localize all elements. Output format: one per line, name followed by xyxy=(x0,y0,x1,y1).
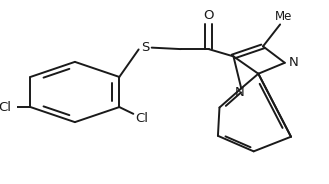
Text: Me: Me xyxy=(274,10,292,23)
Text: Cl: Cl xyxy=(0,101,12,114)
Text: S: S xyxy=(141,41,150,54)
Text: N: N xyxy=(235,86,244,98)
Text: N: N xyxy=(289,56,299,69)
Text: O: O xyxy=(203,9,214,22)
Text: Cl: Cl xyxy=(136,112,148,125)
